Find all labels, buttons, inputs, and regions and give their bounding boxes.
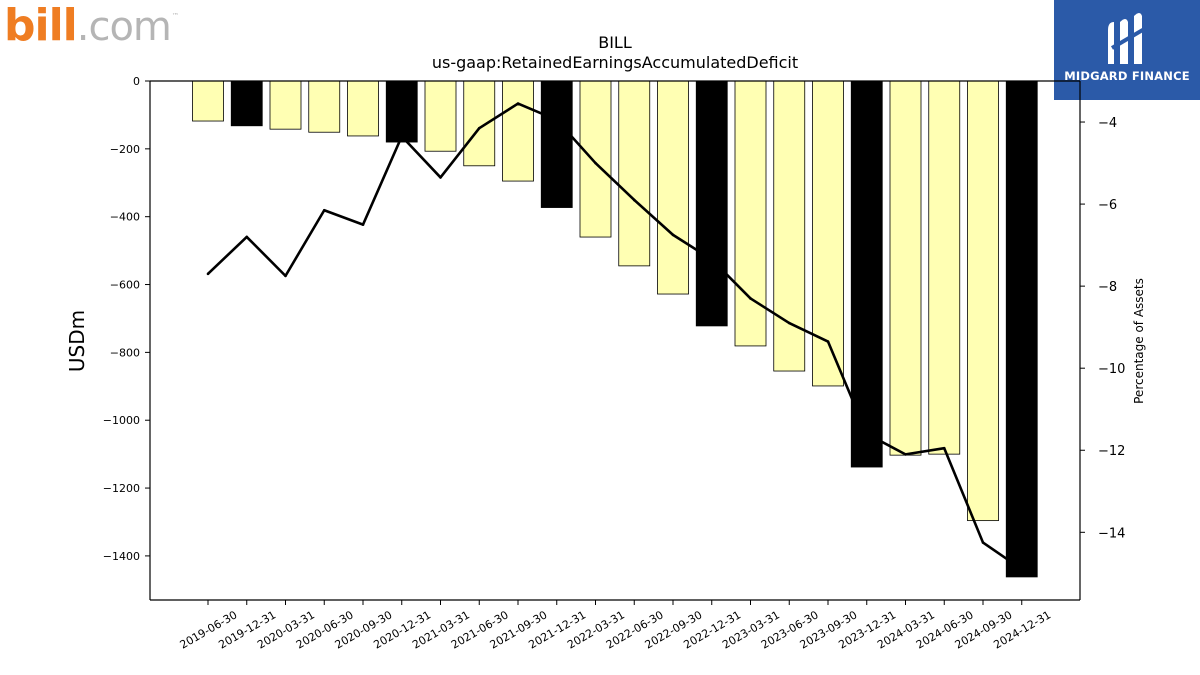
line-point-2024-09-30	[981, 541, 985, 544]
bill-logo: bill .com ™	[4, 0, 179, 51]
line-point-2022-09-30	[671, 233, 675, 237]
bar-2024-06-30	[928, 80, 961, 455]
bar-2024-09-30	[967, 80, 999, 522]
y-tick-label: −800	[110, 346, 140, 359]
bar-series	[192, 80, 1038, 578]
line-point-2022-03-31	[594, 161, 597, 165]
line-point-2023-03-31	[749, 297, 752, 300]
y-tick-label: 0	[133, 75, 140, 88]
y2-tick-label: −12	[1098, 444, 1125, 459]
y2-axis-label: Percentage of Assets	[1132, 278, 1146, 404]
bar-2021-06-30	[463, 80, 496, 167]
percent-of-assets-line	[207, 102, 1023, 571]
line-point-2019-06-30	[206, 272, 210, 276]
line-point-2023-06-30	[787, 321, 791, 325]
line-point-2020-03-31	[284, 274, 287, 278]
y-tick-label: −600	[110, 279, 140, 292]
bar-2023-03-31	[734, 80, 767, 347]
line-point-2021-12-31	[555, 118, 559, 122]
y-tick-label: −1000	[103, 414, 140, 427]
line-point-2024-03-31	[904, 453, 907, 456]
bar-2020-09-30	[347, 80, 379, 137]
bill-logo-tm: ™	[171, 12, 179, 20]
chart-subtitle: us-gaap:RetainedEarningsAccumulatedDefic…	[432, 53, 798, 72]
y-tick-label: −1200	[103, 482, 140, 495]
bar-2022-09-30	[657, 80, 689, 295]
bar-2021-09-30	[502, 80, 534, 182]
bill-logo-brand: bill	[4, 0, 78, 51]
midgard-mark-icon	[1108, 13, 1148, 64]
y-tick-label: −1400	[103, 550, 140, 563]
bar-2023-12-31	[850, 80, 883, 468]
bar-2022-12-31	[695, 80, 728, 327]
midgard-finance-logo: MIDGARD FINANCE	[1054, 0, 1200, 100]
line-point-2020-09-30	[361, 223, 365, 226]
midgard-logo-text: MIDGARD FINANCE	[1064, 69, 1190, 83]
bar-2021-12-31	[540, 80, 573, 208]
line-point-2019-12-31	[245, 235, 249, 239]
y-tick-label: −200	[110, 143, 140, 156]
bar-2024-03-31	[889, 80, 922, 456]
y2-tick-label: −14	[1098, 526, 1125, 541]
y-tick-label: −400	[110, 211, 140, 224]
bar-2019-12-31	[230, 80, 263, 127]
bar-2020-06-30	[308, 80, 341, 133]
bar-2023-09-30	[812, 80, 844, 387]
bar-2019-06-30	[192, 80, 224, 122]
bar-2024-12-31	[1005, 80, 1038, 578]
line-point-2022-06-30	[632, 198, 636, 202]
y2-tick-label: −4	[1098, 116, 1117, 131]
bar-2021-03-31	[424, 80, 457, 152]
line-point-2021-03-31	[439, 176, 442, 179]
line-point-2022-12-31	[710, 258, 714, 261]
bar-2020-12-31	[385, 80, 418, 143]
line-point-2021-09-30	[516, 102, 520, 105]
bill-logo-suffix: .com	[76, 4, 172, 50]
y2-tick-label: −10	[1098, 362, 1125, 377]
y2-tick-label: −8	[1098, 280, 1117, 295]
line-point-2020-12-31	[400, 135, 404, 138]
bar-2020-03-31	[269, 80, 302, 130]
line-point-2021-06-30	[477, 126, 481, 130]
line-point-2020-06-30	[322, 208, 326, 212]
line-point-2024-06-30	[942, 446, 946, 450]
line-series	[206, 102, 1024, 571]
y2-tick-label: −6	[1098, 198, 1117, 213]
chart-title: BILL	[598, 33, 632, 52]
line-point-2023-09-30	[826, 340, 830, 343]
line-point-2023-12-31	[865, 432, 869, 436]
bar-2022-06-30	[618, 80, 651, 267]
line-point-2024-12-31	[1020, 567, 1024, 571]
bar-2022-03-31	[579, 80, 612, 238]
y-axis-label: USDm	[65, 310, 89, 372]
